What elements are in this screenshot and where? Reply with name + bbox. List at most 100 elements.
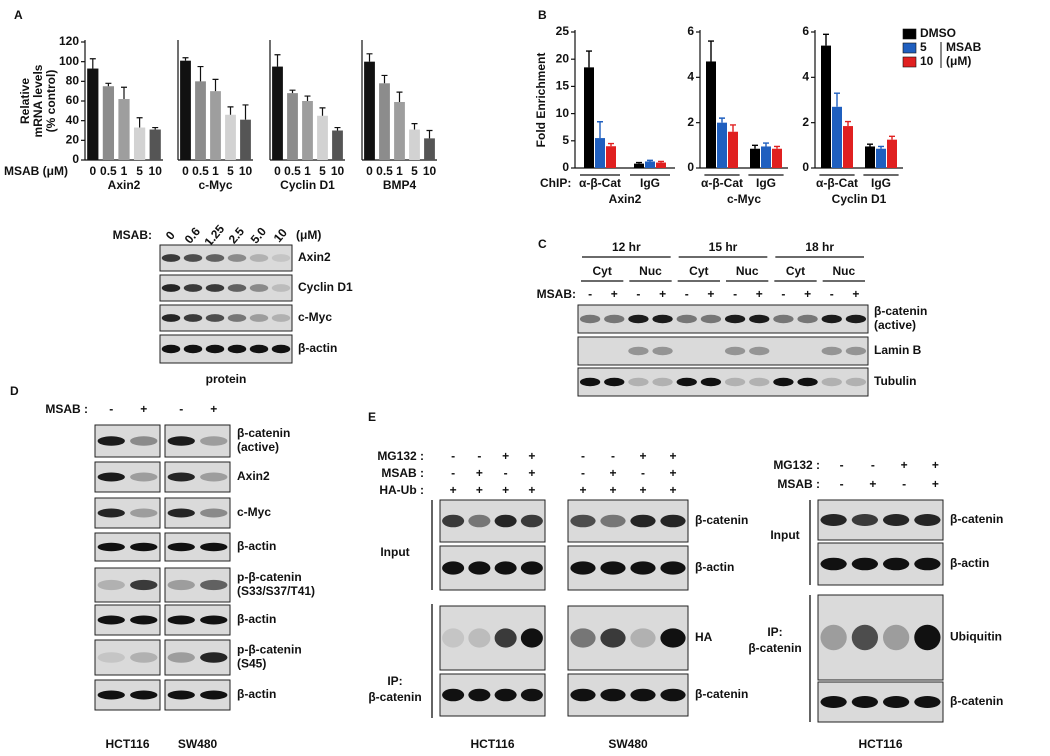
y-tick-label: 40 [66,113,80,127]
band [271,344,291,354]
bar [364,61,375,160]
row-label: β-catenin [950,694,1003,708]
legend-label: 10 [920,54,934,68]
band [914,557,941,571]
band [494,561,517,575]
sign: - [636,287,640,301]
band [749,314,770,324]
error-bar [878,145,884,149]
row-label: (S33/S37/T41) [237,584,315,598]
sign: + [901,458,908,472]
band [797,377,818,387]
band [630,688,656,702]
band [600,514,626,528]
error-bar [730,124,736,132]
chart-title: Axin2 [108,178,141,192]
band [851,696,878,708]
band [797,314,818,324]
band [630,561,656,575]
error-bar [752,144,758,149]
y-tick-label: 0 [687,160,694,174]
panel-label: C [538,237,547,251]
band [652,314,673,324]
dose-label: 5.0 [248,224,270,246]
x-tick-label: IgG [871,176,891,190]
sign: - [840,477,844,491]
y-tick-label: 100 [59,54,79,68]
sign: - [581,466,585,480]
band [161,284,181,292]
dose-label: 0 [163,228,178,242]
x-tick-label: IgG [756,176,776,190]
band [167,615,195,625]
band [183,344,203,354]
bar [821,45,831,168]
band [883,696,910,708]
error-bar [121,86,127,100]
bar [772,148,782,168]
sign: - [641,466,645,480]
error-bar [845,120,851,127]
bar [750,148,760,168]
band [630,628,656,648]
error-bar [426,129,433,139]
error-bar [89,58,96,69]
sign: + [609,483,616,497]
row-label: Axin2 [237,469,270,483]
band [130,436,158,446]
y-tick-label: 2 [687,115,694,129]
row-label: β-actin [695,560,734,574]
section-label: IP: [387,674,402,688]
condition-label: MG132 : [377,449,424,463]
band [520,514,543,528]
band [442,514,465,528]
caption: protein [206,372,247,386]
band [570,561,596,575]
sign: - [504,466,508,480]
row-label: Ubiquitin [950,630,1002,644]
x-tick-label: 0.5 [284,164,301,178]
y-axis-label: (% control) [44,70,58,133]
band [820,624,847,651]
band [130,579,158,591]
bar [409,129,420,160]
row-label: Lamin B [874,343,922,357]
error-bar [366,53,373,62]
bar [606,146,616,168]
band [167,472,195,482]
band [130,652,158,663]
band [600,628,626,648]
row-label: β-catenin [950,512,1003,526]
error-bar [319,107,326,116]
y-tick-label: 60 [66,93,80,107]
band [167,652,195,663]
band [167,542,195,552]
band [570,514,596,528]
x-tick-label: 0 [89,164,96,178]
error-bar [834,92,840,107]
chart-title: Cyclin D1 [832,192,887,206]
sign: + [528,483,535,497]
panel-label: A [14,8,23,22]
band [773,314,794,324]
band [200,615,228,625]
x-tick-label: 0.5 [192,164,209,178]
band [130,542,158,552]
band [600,688,626,702]
treatment-label: MSAB : [45,402,88,416]
blot-panel [159,334,293,364]
band [700,314,722,324]
sign: + [932,458,939,472]
row-label: β-actin [237,687,276,701]
x-tick-label: 5 [136,164,143,178]
sign: - [685,287,689,301]
bar [424,138,435,160]
band [271,284,291,292]
band [130,472,158,482]
y-tick-label: 0 [562,160,569,174]
chart-title: Cyclin D1 [280,178,335,192]
error-bar [381,74,388,84]
sign: - [871,458,875,472]
x-tick-label: 0 [182,164,189,178]
band [845,377,867,387]
